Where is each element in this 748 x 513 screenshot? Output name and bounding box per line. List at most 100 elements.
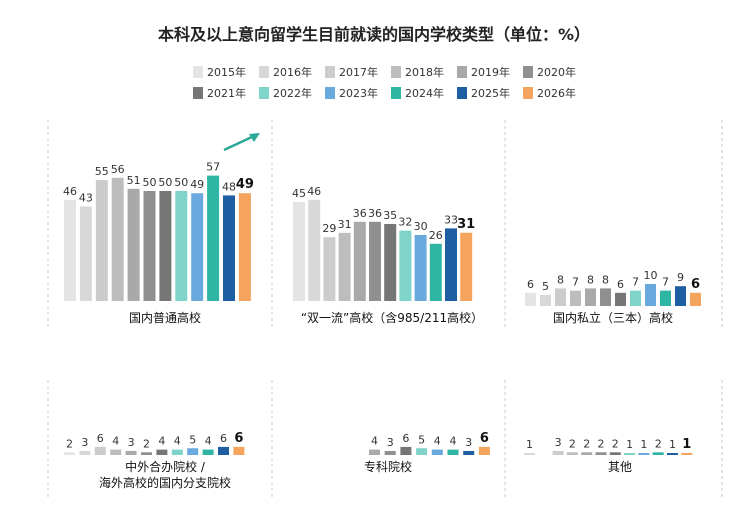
data-label: 9 <box>677 271 684 284</box>
legend-swatch <box>457 66 467 78</box>
data-label: 5 <box>542 280 549 293</box>
bar <box>64 199 76 301</box>
data-label: 1 <box>526 438 533 451</box>
data-label: 6 <box>527 278 534 291</box>
data-label: 6 <box>480 431 489 446</box>
bar <box>630 290 641 306</box>
legend-label: 2019年 <box>471 65 510 79</box>
legend-swatch <box>523 66 533 78</box>
bar <box>681 453 693 455</box>
bar <box>416 448 428 455</box>
bar <box>384 224 397 301</box>
data-label: 4 <box>112 435 119 448</box>
data-label: 43 <box>79 191 93 204</box>
bar <box>400 446 412 455</box>
bar <box>447 449 459 455</box>
category-label: 国内私立（三本）高校 <box>553 310 673 325</box>
legend-label: 2024年 <box>405 86 444 100</box>
bar <box>524 453 535 455</box>
bar <box>555 288 566 306</box>
data-label: 6 <box>617 278 624 291</box>
bar <box>353 221 366 301</box>
bar <box>460 232 473 301</box>
data-label: 2 <box>569 437 576 450</box>
data-label: 7 <box>632 276 639 289</box>
data-label: 29 <box>322 222 336 235</box>
data-label: 6 <box>220 432 227 445</box>
data-label: 45 <box>292 187 306 200</box>
bar <box>156 449 168 455</box>
data-label: 49 <box>236 177 254 192</box>
bar <box>110 449 122 455</box>
data-label: 30 <box>414 220 428 233</box>
data-label: 26 <box>429 229 443 242</box>
data-label: 1 <box>669 438 676 451</box>
bar <box>218 446 229 455</box>
trend-arrow-head <box>249 133 260 142</box>
data-label: 6 <box>691 277 700 292</box>
bar <box>445 228 457 301</box>
bar <box>399 230 412 301</box>
legend-swatch <box>325 66 335 78</box>
data-label: 36 <box>368 207 382 220</box>
bar <box>525 292 536 306</box>
data-label: 6 <box>234 431 243 446</box>
bar <box>638 453 650 455</box>
bar <box>566 452 578 455</box>
data-label: 4 <box>450 435 457 448</box>
data-label: 4 <box>174 435 181 448</box>
data-label: 2 <box>583 437 590 450</box>
bar <box>384 450 396 455</box>
bar <box>660 290 671 306</box>
data-label: 3 <box>81 436 88 449</box>
bar <box>191 193 204 301</box>
data-label: 7 <box>662 276 669 289</box>
data-label: 48 <box>222 180 236 193</box>
data-label: 50 <box>143 176 157 189</box>
legend-swatch <box>325 87 335 99</box>
data-label: 2 <box>66 437 73 450</box>
legend-label: 2021年 <box>207 86 246 100</box>
data-label: 8 <box>557 273 564 286</box>
category-label: 专科院校 <box>364 459 412 474</box>
bar <box>369 221 381 301</box>
data-label: 1 <box>682 437 691 452</box>
legend-label: 2018年 <box>405 65 444 79</box>
bar <box>127 188 140 301</box>
legend: 2015年 2016年 2017年 2018年 2019年 2020年 2021年 2022年… <box>193 65 576 100</box>
bar <box>141 452 152 455</box>
bar <box>624 453 636 455</box>
data-label: 5 <box>189 433 196 446</box>
data-label: 31 <box>338 218 352 231</box>
bar <box>675 286 686 306</box>
bar <box>143 191 156 301</box>
legend-label: 2026年 <box>537 86 576 100</box>
bar <box>645 284 656 306</box>
bar <box>79 450 91 455</box>
bar <box>431 449 443 455</box>
bar <box>595 452 607 455</box>
data-label: 10 <box>644 269 658 282</box>
bar <box>581 452 593 455</box>
data-label: 35 <box>383 209 397 222</box>
data-label: 7 <box>572 276 579 289</box>
bar <box>238 193 251 301</box>
bar <box>308 199 321 301</box>
data-label: 57 <box>206 161 220 174</box>
bar <box>369 449 380 455</box>
category-label: “双一流”高校（含985/211高校） <box>301 310 483 325</box>
category-label: 海外高校的国内分支院校 <box>99 475 231 490</box>
data-label: 33 <box>444 213 458 226</box>
category-label: 国内普通高校 <box>129 310 201 325</box>
bar <box>79 206 92 301</box>
data-label: 50 <box>174 176 188 189</box>
bar <box>125 450 137 455</box>
category-label: 中外合办院校 / <box>125 459 206 474</box>
data-label: 5 <box>418 433 425 446</box>
legend-swatch <box>457 87 467 99</box>
data-label: 2 <box>655 437 662 450</box>
legend-swatch <box>259 87 269 99</box>
